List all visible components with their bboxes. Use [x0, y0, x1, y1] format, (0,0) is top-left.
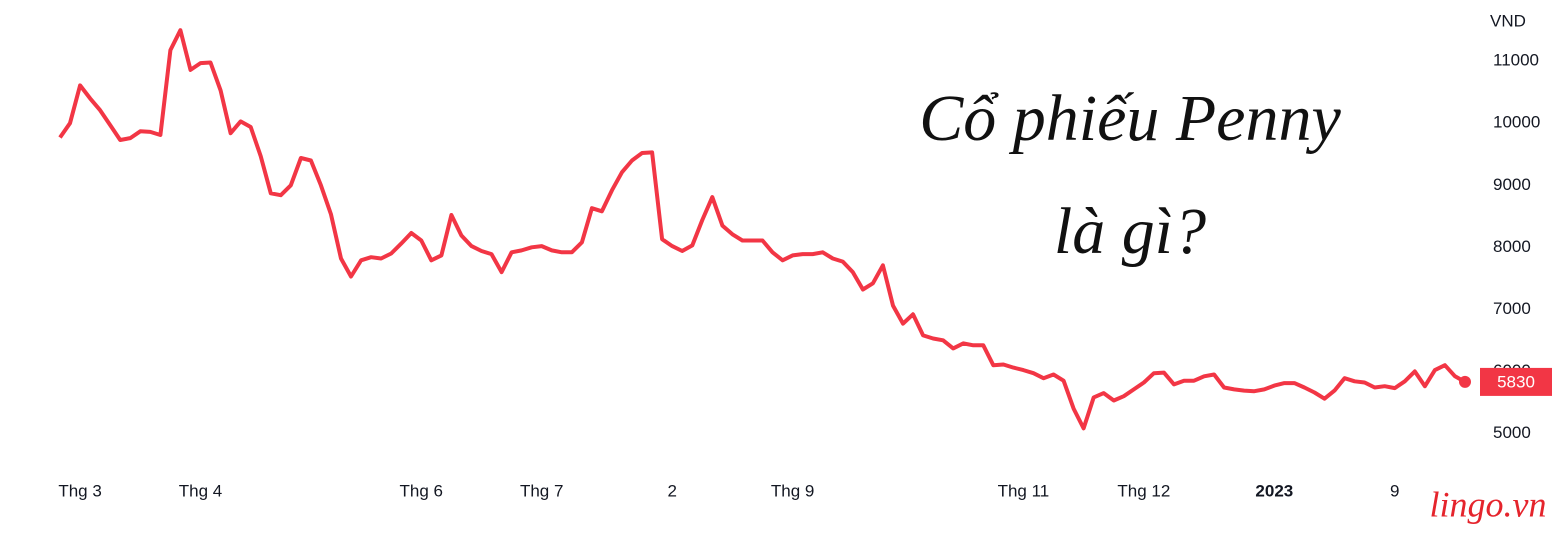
x-tick-label: Thg 11: [998, 481, 1050, 500]
y-tick-label: 11000: [1493, 51, 1539, 70]
x-tick-label: Thg 9: [771, 481, 814, 500]
x-tick-label: 2: [667, 481, 676, 500]
last-price-label: 5830: [1497, 372, 1535, 391]
y-tick-label: 7000: [1493, 299, 1531, 318]
annotation: là gì?: [1054, 195, 1206, 268]
y-tick-label: 8000: [1493, 237, 1531, 256]
y-tick-label: 9000: [1493, 175, 1531, 194]
y-axis-label: VND: [1490, 11, 1526, 30]
x-tick-label: Thg 3: [58, 481, 101, 500]
x-tick-label: 9: [1390, 481, 1399, 500]
last-point: [1459, 375, 1471, 388]
last-price-box: [1480, 367, 1552, 396]
y-tick-label: 5000: [1493, 423, 1531, 442]
x-tick-label: Thg 4: [179, 481, 222, 500]
x-tick-label: Thg 7: [520, 481, 563, 500]
x-tick-label: Thg 6: [400, 481, 443, 500]
x-tick-label: Thg 12: [1117, 481, 1170, 500]
x-tick-label: 2023: [1255, 481, 1293, 500]
annotation: Cổ phiếu Penny: [919, 82, 1341, 155]
watermark: lingo.vn: [1430, 484, 1547, 524]
price-line: [58, 28, 1466, 431]
y-tick-label: 10000: [1493, 113, 1540, 132]
